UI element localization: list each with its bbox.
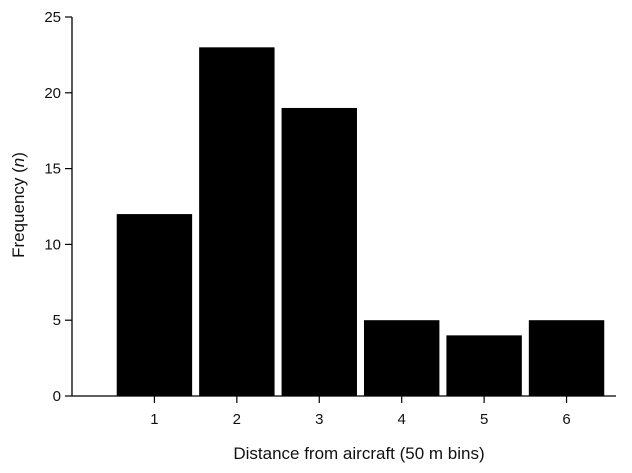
bar-1	[116, 214, 193, 396]
y-tick-label: 25	[44, 9, 61, 26]
y-axis-title-tail: )	[9, 152, 28, 158]
axes-layer	[71, 17, 616, 397]
x-tick-label: 6	[562, 411, 570, 428]
x-tick-label: 3	[315, 411, 323, 428]
x-axis-title: Distance from aircraft (50 m bins)	[233, 444, 484, 463]
y-axis-title-italic: n	[9, 158, 28, 167]
x-ticks-layer: 1 2 3 4 5 6	[150, 396, 571, 428]
y-tick-label: 10	[44, 236, 61, 253]
bars-layer	[116, 47, 605, 397]
x-tick-label: 1	[150, 411, 158, 428]
bar-5	[446, 335, 522, 396]
y-tick-label: 5	[53, 312, 61, 329]
x-tick-label: 4	[398, 411, 406, 428]
y-tick-label: 15	[44, 161, 61, 178]
y-tick-label: 0	[53, 388, 61, 405]
y-tick-label: 20	[44, 85, 61, 102]
y-ticks-layer: 0 5 10 15 20 25	[44, 9, 72, 405]
x-tick-label: 5	[480, 411, 488, 428]
x-tick-label: 2	[233, 411, 241, 428]
bar-3	[281, 107, 357, 397]
y-axis-title-main: Frequency (	[9, 167, 28, 258]
bar-2	[199, 47, 275, 396]
bar-6	[528, 320, 605, 396]
bar-4	[363, 320, 440, 396]
y-axis-title: Frequency (n)	[9, 152, 28, 258]
